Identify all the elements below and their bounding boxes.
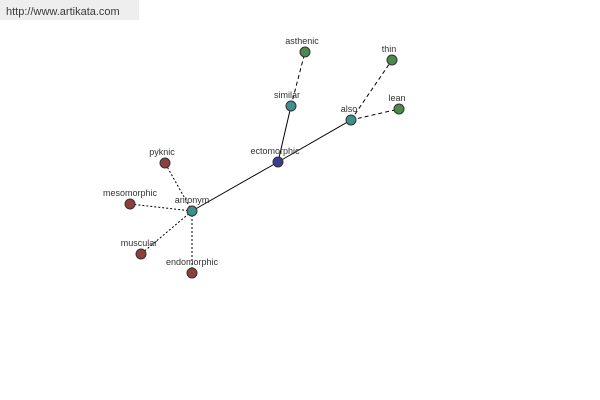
edge: [277, 119, 352, 163]
node[interactable]: [299, 46, 311, 58]
node-label: pyknic: [149, 147, 175, 157]
node-label: muscular: [121, 238, 158, 248]
edge: [350, 108, 400, 121]
node-label: ectomorphic: [250, 146, 300, 156]
edge: [191, 161, 279, 212]
node[interactable]: [285, 100, 297, 112]
node[interactable]: [386, 54, 398, 66]
header-bar: [0, 0, 139, 20]
node[interactable]: [345, 114, 357, 126]
node-label: lean: [388, 93, 405, 103]
node[interactable]: [186, 205, 198, 217]
node-label: also: [341, 104, 358, 114]
edge: [350, 59, 393, 121]
edge: [140, 210, 193, 255]
nodes: ectomorphic similar asthenic also thin l…: [103, 36, 406, 279]
node[interactable]: [135, 248, 147, 260]
edge: [164, 162, 193, 212]
node-label: thin: [382, 44, 397, 54]
header-url: http://www.artikata.com: [6, 6, 120, 18]
node[interactable]: [124, 198, 136, 210]
node[interactable]: [159, 157, 171, 169]
node-label: antonym: [175, 195, 210, 205]
node-label: asthenic: [285, 36, 319, 46]
edges: [129, 51, 400, 273]
node-label: mesomorphic: [103, 188, 158, 198]
edge: [129, 203, 193, 212]
node-label: similar: [274, 90, 300, 100]
node-label: endomorphic: [166, 257, 219, 267]
edge: [290, 51, 306, 107]
node[interactable]: [186, 267, 198, 279]
node[interactable]: [272, 156, 284, 168]
edge: [277, 105, 292, 163]
node[interactable]: [393, 103, 405, 115]
